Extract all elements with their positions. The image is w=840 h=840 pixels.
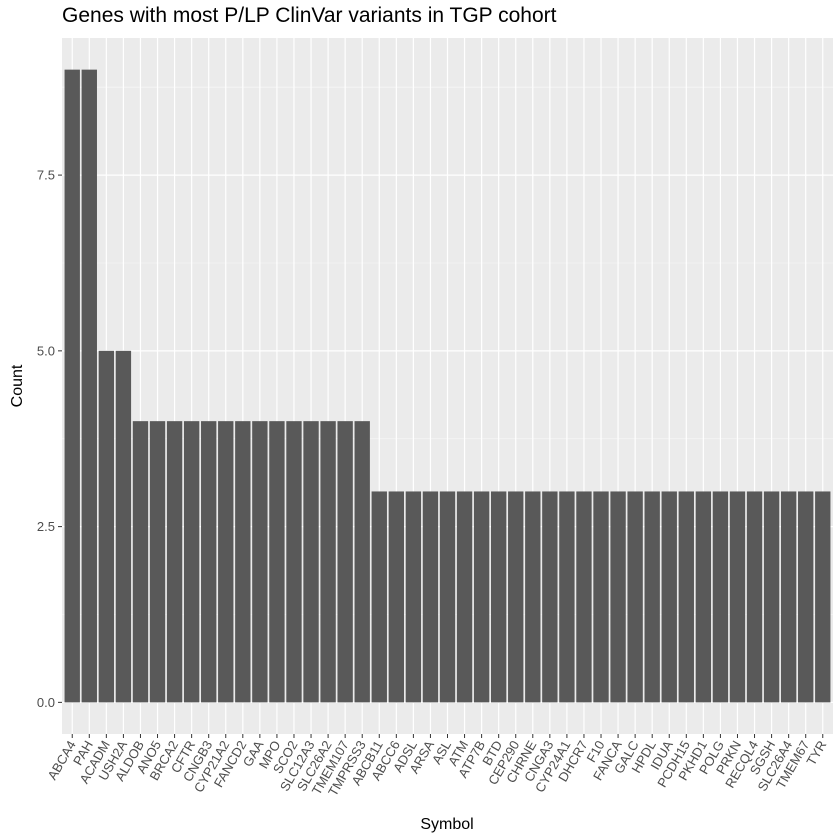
bar-tmem67 [798,491,814,703]
bar-fanca [610,491,626,703]
x-axis: ABCA4PAHACADMUSH2AALDOBANO5BRCA2CFTRCNGB… [45,734,829,799]
chart-title: Genes with most P/LP ClinVar variants in… [62,4,557,27]
y-tick-label: 7.5 [37,168,55,183]
bar-tmprss3 [354,421,370,703]
bar-mpo [269,421,285,703]
bar-asl [439,491,456,703]
bar-pcdh15 [678,491,694,703]
bar-f10 [593,491,609,703]
bar-sco2 [286,421,302,703]
bar-sgsh [763,491,780,703]
bars [64,69,831,703]
bar-aldob [132,421,149,703]
bar-dhcr7 [576,491,592,703]
bar-prkn [729,491,746,703]
bar-btd [490,491,507,703]
y-axis-label: Count [9,364,26,407]
y-tick-label: 2.5 [37,519,55,534]
bar-gaa [252,421,268,703]
bar-cep290 [508,491,524,703]
bar-cftr [183,421,200,703]
bar-ano5 [149,421,166,703]
bar-abcc6 [388,491,405,703]
bar-slc12a3 [303,421,319,703]
bar-cyp24a1 [559,491,575,703]
bar-atp7b [473,491,490,703]
bar-chrne [525,491,541,703]
bar-tyr [815,491,831,703]
bar-galc [627,491,643,703]
bar-abcb11 [371,491,387,703]
bar-fancd2 [235,421,251,703]
x-axis-label: Symbol [420,816,473,833]
bar-brca2 [166,421,183,703]
y-tick-label: 5.0 [37,343,55,358]
bar-cngb3 [201,421,217,703]
bar-ush2a [115,350,132,703]
bar-polg [712,491,729,703]
bar-adsl [405,491,422,703]
bar-arsa [422,491,439,703]
bar-acadm [98,350,115,703]
bar-tmem107 [337,421,353,703]
bar-pah [81,69,97,703]
bar-atm [456,491,473,703]
bar-slc26a4 [780,491,797,703]
y-axis: 0.0 2.5 5.0 7.5 [37,168,62,710]
bar-recql4 [746,491,763,703]
bar-cyp21a2 [218,421,234,703]
bar-pkhd1 [695,491,712,703]
y-tick-label: 0.0 [37,695,55,710]
bar-hpdl [644,491,660,703]
bar-slc26a2 [320,421,336,703]
bar-abca4 [64,69,80,703]
x-tick-label: TYR [803,738,829,768]
bar-idua [661,491,677,703]
bar-cnga3 [542,491,558,703]
